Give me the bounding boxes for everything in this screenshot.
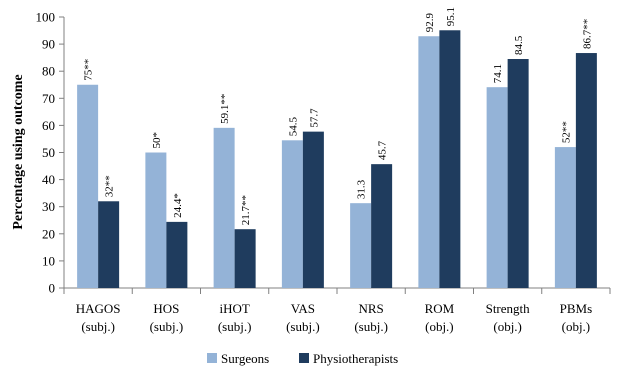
x-axis: HAGOS (subj.) HOS (subj.) iHOT (subj.) VAS (sub…	[63, 287, 611, 334]
bar-value-label: 50*	[151, 132, 163, 149]
bar-physiotherapists	[166, 221, 188, 288]
bar-physiotherapists	[575, 53, 597, 288]
y-tick-label: 10	[42, 253, 55, 268]
bars	[77, 30, 597, 289]
bar-value-label: 84.5	[513, 35, 525, 55]
y-axis-label: Percentage using outcome	[11, 74, 26, 229]
x-category-label: iHOT	[219, 301, 249, 316]
bar-surgeons	[213, 127, 235, 289]
x-category-label: (subj.)	[150, 319, 184, 334]
y-tick-label: 50	[42, 145, 55, 160]
x-category-label: (subj.)	[286, 319, 320, 334]
legend-swatch	[207, 353, 217, 363]
y-tick-label: 90	[42, 37, 55, 52]
y-tick-label: 70	[42, 91, 55, 106]
bar-physiotherapists	[234, 229, 256, 288]
x-category-label: (obj.)	[425, 319, 454, 334]
bar-surgeons	[554, 147, 576, 288]
x-category-label: ROM	[425, 301, 455, 316]
bar-value-label: 54.5	[287, 117, 299, 137]
x-category-label: (subj.)	[218, 319, 252, 334]
bar-value-label: 24.4*	[172, 193, 184, 218]
y-tick-label: 40	[42, 172, 55, 187]
bar-value-label: 74.1	[492, 64, 504, 83]
bar-value-label: 75**	[83, 59, 95, 81]
x-category-label: HOS	[153, 301, 179, 316]
legend-label: Physiotherapists	[313, 351, 398, 366]
x-category-label: VAS	[291, 301, 315, 316]
y-axis: 0 10 20 30 40 50 60 70 80 90 100	[36, 10, 65, 296]
bar-surgeons	[281, 140, 303, 288]
y-tick-label: 80	[42, 64, 55, 79]
bar-value-label: 95.1	[445, 7, 457, 26]
bar-value-label: 57.7	[308, 108, 320, 128]
x-category-label: NRS	[358, 301, 383, 316]
x-category-label: (subj.)	[81, 319, 115, 334]
x-category-label: (subj.)	[354, 319, 388, 334]
bar-value-label: 59.1**	[219, 94, 231, 124]
bar-surgeons	[486, 87, 508, 289]
legend-label: Surgeons	[221, 351, 269, 366]
y-tick-label: 20	[42, 226, 55, 241]
x-category-label: Strength	[486, 301, 531, 316]
y-tick-label: 100	[36, 10, 56, 25]
bar-value-label: 32**	[104, 175, 116, 197]
legend: Surgeons Physiotherapists	[207, 351, 398, 366]
bar-surgeons	[77, 84, 99, 288]
x-category-label: (obj.)	[493, 319, 522, 334]
x-category-label: PBMs	[560, 301, 593, 316]
bar-physiotherapists	[439, 30, 461, 289]
bar-value-label: 45.7	[377, 140, 389, 160]
bar-value-label: 21.7**	[240, 195, 252, 225]
bar-surgeons	[418, 36, 440, 289]
y-tick-label: 60	[42, 118, 55, 133]
y-tick-label: 0	[49, 281, 56, 296]
x-category-label: (obj.)	[562, 319, 591, 334]
legend-swatch	[299, 353, 309, 363]
x-category-label: HAGOS	[76, 301, 121, 316]
y-tick-label: 30	[42, 199, 55, 214]
bar-physiotherapists	[371, 164, 393, 288]
bar-physiotherapists	[98, 201, 120, 288]
bar-value-label: 92.9	[424, 12, 436, 32]
data-labels: 75** 50* 59.1** 54.5 31.3 92.9 74.1 52** 32** 24.…	[83, 7, 594, 225]
bar-physiotherapists	[302, 131, 324, 288]
bar-value-label: 86.7**	[581, 19, 593, 49]
bar-physiotherapists	[507, 59, 529, 288]
bar-value-label: 31.3	[356, 179, 368, 199]
bar-surgeons	[350, 203, 372, 288]
bar-value-label: 52**	[560, 121, 572, 143]
bar-surgeons	[145, 152, 167, 288]
